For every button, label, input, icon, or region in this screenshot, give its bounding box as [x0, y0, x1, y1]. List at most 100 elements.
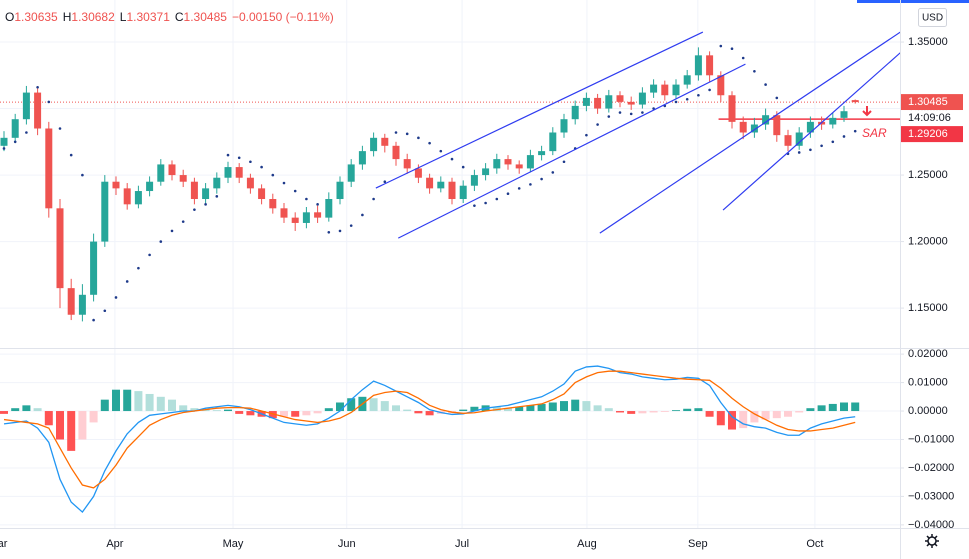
histogram-bar: [44, 411, 53, 426]
ohlc-header: O1.30635 H1.30682 L1.30371 C1.30485 −0.00150…: [5, 10, 334, 24]
settings-icon[interactable]: [925, 534, 939, 548]
candle-body: [582, 97, 590, 106]
sar-dot: [741, 56, 745, 60]
trend-line: [375, 31, 704, 189]
histogram-bar: [503, 408, 512, 412]
sar-dot: [137, 266, 140, 270]
ohlc-value: 1.30682: [71, 10, 115, 24]
histogram-bar: [727, 411, 736, 430]
histogram-bar: [223, 409, 232, 412]
ohlc-value: 1.30485: [184, 10, 228, 24]
x-tick-label: May: [223, 538, 244, 550]
candle-body: [381, 137, 389, 146]
y-tick-label: 1.20000: [908, 235, 948, 247]
gear-teeth: [925, 534, 939, 548]
histogram-bar: [246, 411, 255, 416]
sar-dot: [753, 70, 756, 73]
sar-dot: [394, 131, 398, 134]
sar-dot: [58, 127, 62, 130]
histogram-bar: [100, 399, 109, 412]
candle-body: [325, 199, 333, 218]
candle-body: [538, 151, 546, 156]
sar-dot: [842, 135, 846, 138]
trend-line: [722, 52, 900, 211]
currency-label: USD: [922, 13, 943, 24]
histogram-bar: [694, 408, 703, 412]
sar-dot: [338, 229, 342, 233]
histogram-bar: [806, 408, 815, 412]
sar-dot: [36, 85, 39, 89]
histogram-bar: [167, 399, 176, 412]
histogram-bar: [750, 411, 759, 423]
candle-body: [258, 188, 266, 200]
candle-body: [34, 92, 42, 129]
histogram-bar: [11, 408, 20, 412]
histogram-bar: [783, 411, 792, 417]
histogram-bar: [22, 405, 31, 412]
sar-dot: [193, 208, 196, 211]
candle-body: [336, 181, 344, 200]
sar-dot: [25, 131, 28, 134]
candle-body: [157, 164, 165, 182]
sar-dot: [249, 160, 252, 164]
histogram-bar: [55, 411, 64, 440]
sar-dot: [764, 83, 767, 86]
candle-body: [616, 95, 624, 102]
candle-body: [795, 132, 803, 146]
candle-body: [806, 121, 814, 133]
change-value: −0.00150 (−0.11%): [232, 10, 334, 24]
sar-dot: [349, 224, 353, 227]
candle-body: [594, 97, 602, 109]
sar-dot: [540, 177, 543, 181]
macd-line: [3, 370, 856, 489]
x-tick-label: Mar: [0, 538, 8, 550]
ohlc-key: L: [120, 10, 127, 24]
sar-dot: [47, 100, 51, 104]
currency-button[interactable]: [918, 8, 947, 27]
histogram-bar: [33, 408, 42, 412]
sar-dot: [148, 253, 151, 257]
candle-body: [851, 100, 859, 103]
ohlc-value: 1.30371: [126, 10, 170, 24]
sar-dot: [159, 240, 163, 243]
histogram-bar: [839, 402, 848, 412]
price-pane: [0, 0, 900, 348]
sar-arrow: [862, 106, 872, 117]
candle-body: [437, 181, 445, 189]
sar-dot: [450, 157, 454, 161]
histogram-bar: [660, 411, 669, 412]
histogram-bar: [515, 406, 524, 412]
histogram-bar: [201, 409, 210, 412]
histogram-bar: [369, 398, 378, 412]
candle-body: [526, 155, 534, 169]
x-tick-label: Apr: [106, 538, 123, 550]
candle-body: [190, 181, 198, 200]
sar-dot: [820, 144, 823, 148]
candle-body: [750, 124, 758, 133]
histogram-bar: [851, 402, 860, 412]
histogram-bar: [459, 409, 468, 412]
candle-body: [45, 128, 53, 209]
histogram-bar: [134, 391, 143, 412]
trend-line: [397, 63, 746, 239]
histogram-bar: [414, 411, 423, 414]
x-tick-label: Jun: [338, 538, 356, 550]
candle-body: [302, 212, 310, 223]
sar-dot: [226, 153, 230, 157]
candle-body: [515, 164, 523, 169]
histogram-bar: [683, 408, 692, 412]
histogram-bar: [828, 403, 837, 412]
candle-body: [370, 137, 378, 152]
histogram-bar: [347, 398, 356, 412]
candle-body: [762, 115, 770, 125]
sar-dot: [484, 201, 487, 205]
countdown-label: 14:09:06: [908, 112, 951, 124]
histogram-bar: [67, 411, 76, 451]
sar-dot: [305, 197, 308, 201]
histogram-bar: [380, 401, 389, 412]
sar-dot: [697, 93, 700, 97]
x-tick-label: Jul: [455, 538, 469, 550]
sar-dot: [529, 183, 532, 186]
